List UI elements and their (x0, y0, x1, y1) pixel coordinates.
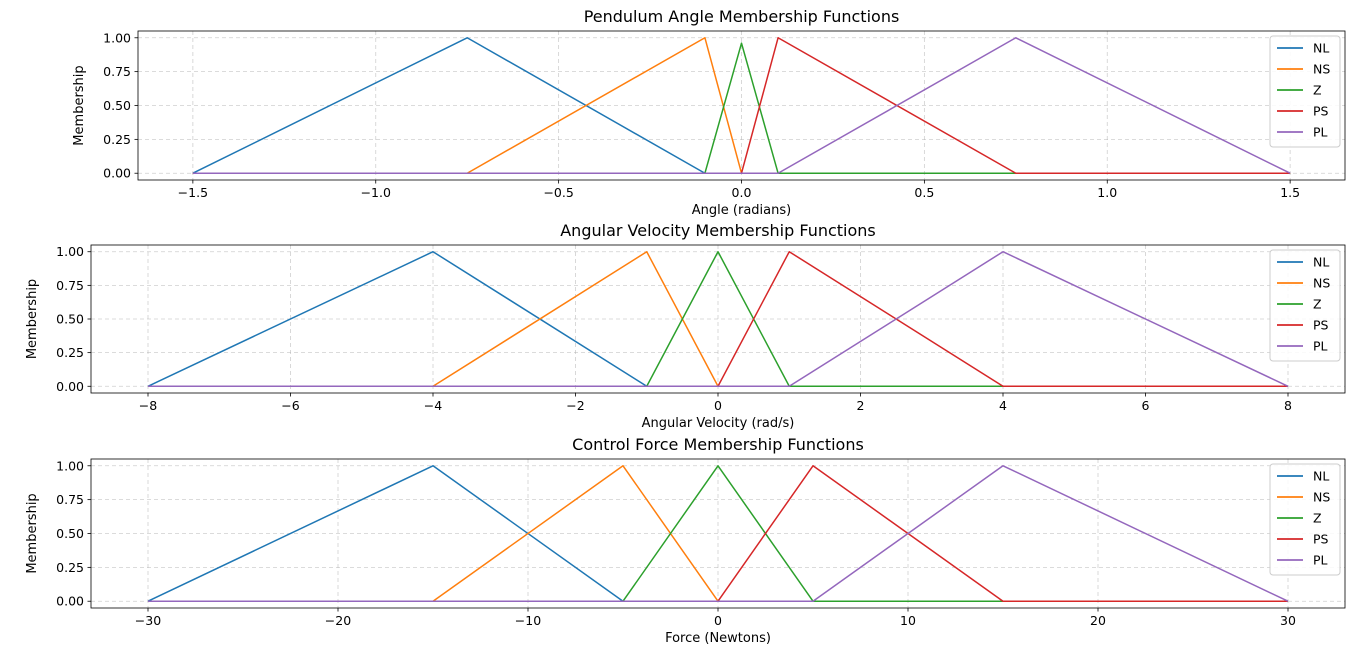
y-tick-label: 1.00 (103, 30, 131, 45)
chart-1: −1.5 −1.0 −0.5 0.0 0.5 1.0 1.5 0.00 0.25 0.50 0.75… (72, 7, 1346, 218)
x-tick-label: −10 (515, 613, 541, 628)
legend-label-pl: PL (1313, 339, 1328, 354)
legend-label-pl: PL (1313, 125, 1328, 140)
y-axis-label: Membership (25, 279, 40, 359)
legend-box (1269, 463, 1341, 576)
chart-title: Pendulum Angle Membership Functions (584, 7, 900, 26)
x-tick-label: −8 (139, 398, 157, 413)
legend-label-nl: NL (1313, 255, 1329, 270)
legend-label-z: Z (1313, 511, 1322, 526)
legend-label-nl: NL (1313, 469, 1329, 484)
legend: NL NS Z PS PL (1269, 35, 1341, 148)
x-tick-label: 0.5 (914, 185, 934, 200)
y-axis-label: Membership (72, 65, 87, 145)
y-tick-label: 0.50 (56, 312, 84, 327)
y-tick-label: 0.75 (56, 278, 84, 293)
legend-label-ns: NS (1313, 490, 1330, 505)
x-tick-label: 4 (999, 398, 1007, 413)
x-tick-label: −6 (281, 398, 299, 413)
x-tick-label: 6 (1142, 398, 1150, 413)
x-tick-label: 20 (1090, 613, 1106, 628)
y-tick-label: 0.50 (56, 526, 84, 541)
x-tick-label: −4 (424, 398, 442, 413)
x-tick-label: −2 (566, 398, 584, 413)
legend-label-pl: PL (1313, 553, 1328, 568)
x-tick-label: −20 (325, 613, 351, 628)
legend: NL NS Z PS PL (1269, 463, 1341, 576)
legend-label-ps: PS (1313, 318, 1329, 333)
x-tick-label: 0 (714, 398, 722, 413)
legend-box (1269, 249, 1341, 362)
x-tick-label: 30 (1280, 613, 1296, 628)
y-tick-label: 0.25 (56, 560, 84, 575)
x-tick-label: 1.5 (1280, 185, 1300, 200)
legend-label-ps: PS (1313, 532, 1329, 547)
y-axis-label: Membership (25, 493, 40, 573)
series-line-pl (148, 465, 1289, 602)
y-tick-label: 0.75 (103, 64, 131, 79)
x-tick-label: −30 (135, 613, 161, 628)
x-axis-label: Angle (radians) (692, 203, 791, 218)
y-tick-label: 0.50 (103, 98, 131, 113)
y-tick-label: 0.75 (56, 492, 84, 507)
legend-label-ps: PS (1313, 104, 1329, 119)
x-tick-label: 8 (1284, 398, 1292, 413)
x-tick-label: 2 (857, 398, 865, 413)
y-tick-label: 0.00 (103, 166, 131, 181)
x-tick-label: −1.5 (178, 185, 208, 200)
x-axis-label: Angular Velocity (rad/s) (642, 416, 795, 431)
x-tick-label: 10 (900, 613, 916, 628)
chart-title: Control Force Membership Functions (572, 435, 864, 454)
legend-label-nl: NL (1313, 41, 1329, 56)
series-line-pl (148, 250, 1289, 388)
series-line-pl (192, 37, 1291, 174)
legend: NL NS Z PS PL (1269, 249, 1341, 362)
chart-2: −8 −6 −4 −2 0 2 4 6 8 0.00 0.25 0.50 0.75 1.00 Angular… (25, 221, 1346, 431)
y-tick-label: 0.25 (103, 132, 131, 147)
x-tick-label: 1.0 (1097, 185, 1117, 200)
legend-label-z: Z (1313, 83, 1322, 98)
legend-label-z: Z (1313, 297, 1322, 312)
legend-label-ns: NS (1313, 62, 1330, 77)
x-tick-label: 0 (714, 613, 722, 628)
x-axis-label: Force (Newtons) (665, 631, 771, 646)
x-tick-label: 0.0 (732, 185, 752, 200)
x-tick-label: −1.0 (361, 185, 391, 200)
y-tick-label: 1.00 (56, 458, 84, 473)
y-tick-label: 0.25 (56, 345, 84, 360)
legend-label-ns: NS (1313, 276, 1330, 291)
chart-3: −30 −20 −10 0 10 20 30 0.00 0.25 0.50 0.75 1.00 Cont… (25, 435, 1346, 646)
chart-title: Angular Velocity Membership Functions (560, 221, 876, 240)
y-tick-label: 1.00 (56, 244, 84, 259)
x-tick-label: −0.5 (543, 185, 573, 200)
legend-box (1269, 35, 1341, 148)
y-tick-label: 0.00 (56, 594, 84, 609)
y-tick-label: 0.00 (56, 379, 84, 394)
